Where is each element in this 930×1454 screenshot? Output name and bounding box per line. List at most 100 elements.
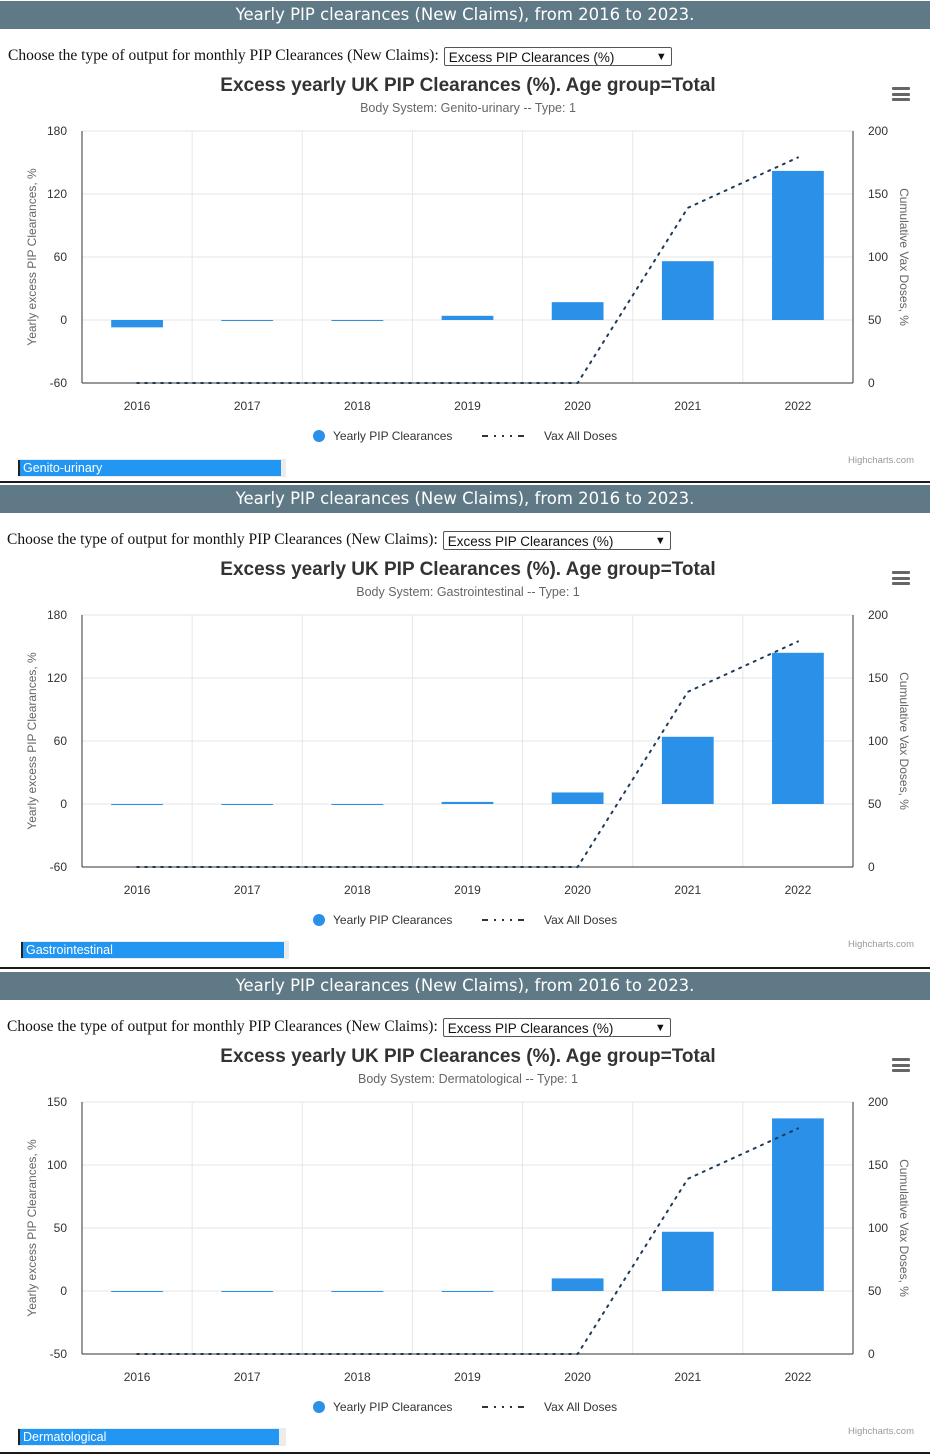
y-right-tick-label: 200 <box>868 1095 888 1109</box>
bar <box>441 315 494 320</box>
y-tick-label: 100 <box>47 1158 67 1172</box>
y-axis-title: Yearly excess PIP Clearances, % <box>25 652 39 830</box>
body-system-tag: Dermatological <box>18 1429 279 1445</box>
hamburger-menu-icon[interactable] <box>892 571 910 585</box>
bar <box>331 320 384 321</box>
x-tick-label: 2017 <box>234 1370 261 1384</box>
legend-marker-bars <box>313 430 325 442</box>
y-tick-label: 50 <box>54 1221 68 1235</box>
chart-subtitle: Body System: Genito-urinary -- Type: 1 <box>360 101 576 115</box>
chart-svg: -60 0 60 120 180 0 50 100 150 200 2016 2017 2018 2019… <box>25 124 911 443</box>
output-type-row: Choose the type of output for monthly PI… <box>7 529 671 551</box>
y-tick-label: 60 <box>54 250 68 264</box>
hamburger-menu-icon[interactable] <box>892 1058 910 1072</box>
x-tick-label: 2020 <box>564 399 591 413</box>
vax-line <box>136 156 799 384</box>
chart-subtitle: Body System: Dermatological -- Type: 1 <box>358 1072 578 1086</box>
x-tick-label: 2019 <box>454 399 481 413</box>
bar <box>772 1118 824 1291</box>
bar <box>331 1291 384 1292</box>
y-right-tick-label: 150 <box>868 187 888 201</box>
output-type-select[interactable]: Excess PIP Clearances (%) ▼ <box>443 46 672 66</box>
bar <box>772 170 824 320</box>
highcharts-credits[interactable]: Highcharts.com <box>848 939 914 950</box>
y-tick-label: -60 <box>50 376 68 390</box>
bar <box>441 1291 494 1292</box>
y-right-tick-label: 100 <box>868 250 888 264</box>
chart-panel-2: Yearly PIP clearances (New Claims), from… <box>0 485 930 965</box>
y-tick-label: 120 <box>47 671 67 685</box>
chart-panel-3: Yearly PIP clearances (New Claims), from… <box>0 972 930 1452</box>
bar <box>221 1291 274 1292</box>
output-type-select-value: Excess PIP Clearances (%) <box>447 1020 614 1036</box>
legend-label-bars: Yearly PIP Clearances <box>333 429 452 443</box>
y-right-axis-title: Cumulative Vax Doses, % <box>897 1159 911 1297</box>
x-tick-label: 2020 <box>564 1370 591 1384</box>
output-type-row: Choose the type of output for monthly PI… <box>8 45 672 67</box>
panel-divider <box>0 481 930 483</box>
bar <box>551 1278 604 1291</box>
x-tick-label: 2021 <box>674 1370 701 1384</box>
chevron-down-icon: ▼ <box>654 534 666 547</box>
bar <box>441 801 494 804</box>
x-tick-label: 2018 <box>344 1370 371 1384</box>
legend-label-bars: Yearly PIP Clearances <box>333 913 452 927</box>
y-tick-label: 180 <box>47 124 67 138</box>
legend-label-bars: Yearly PIP Clearances <box>333 1400 452 1414</box>
grid-lines <box>81 1101 854 1355</box>
chart-title: Excess yearly UK PIP Clearances (%). Age… <box>220 559 716 580</box>
x-tick-label: 2022 <box>785 1370 812 1384</box>
y-tick-label: 120 <box>47 187 67 201</box>
vax-line <box>136 1127 799 1355</box>
legend-label-vax: Vax All Doses <box>544 913 617 927</box>
x-tick-label: 2022 <box>785 883 812 897</box>
output-type-label: Choose the type of output for monthly PI… <box>8 47 439 64</box>
chart-title: Excess yearly UK PIP Clearances (%). Age… <box>220 75 716 96</box>
panel-divider <box>0 967 930 969</box>
legend-marker-bars <box>313 914 325 926</box>
output-type-row: Choose the type of output for monthly PI… <box>7 1016 671 1038</box>
y-tick-label: 60 <box>54 734 68 748</box>
panel-header: Yearly PIP clearances (New Claims), from… <box>0 972 930 1000</box>
output-type-label: Choose the type of output for monthly PI… <box>7 1018 438 1035</box>
x-tick-label: 2017 <box>234 399 261 413</box>
chart-title: Excess yearly UK PIP Clearances (%). Age… <box>220 1046 716 1067</box>
x-tick-label: 2018 <box>344 883 371 897</box>
output-type-select-value: Excess PIP Clearances (%) <box>448 49 615 65</box>
panel-divider <box>0 1452 930 1454</box>
bar <box>221 804 274 805</box>
y-right-tick-label: 0 <box>868 376 875 390</box>
x-tick-label: 2017 <box>234 883 261 897</box>
x-tick-label: 2019 <box>454 1370 481 1384</box>
y-axis-title: Yearly excess PIP Clearances, % <box>25 1139 39 1317</box>
panel-header: Yearly PIP clearances (New Claims), from… <box>0 485 930 513</box>
y-right-axis-title: Cumulative Vax Doses, % <box>897 188 911 326</box>
y-right-tick-label: 0 <box>868 860 875 874</box>
y-tick-label: -50 <box>50 1347 68 1361</box>
y-right-tick-label: 200 <box>868 608 888 622</box>
output-type-select[interactable]: Excess PIP Clearances (%) ▼ <box>442 1017 671 1037</box>
highcharts-credits[interactable]: Highcharts.com <box>848 455 914 466</box>
bar <box>772 652 824 804</box>
x-tick-label: 2018 <box>344 399 371 413</box>
y-right-tick-label: 100 <box>868 1221 888 1235</box>
y-tick-label: 180 <box>47 608 67 622</box>
hamburger-menu-icon[interactable] <box>892 87 910 101</box>
output-type-label: Choose the type of output for monthly PI… <box>7 531 438 548</box>
bar <box>551 302 604 320</box>
x-tick-label: 2021 <box>674 399 701 413</box>
panel-header: Yearly PIP clearances (New Claims), from… <box>0 1 930 29</box>
chart-svg: -50 0 50 100 150 0 50 100 150 200 2016 2017 2018 2019… <box>25 1095 911 1414</box>
x-tick-label: 2022 <box>785 399 812 413</box>
y-axis-title: Yearly excess PIP Clearances, % <box>25 168 39 346</box>
output-type-select[interactable]: Excess PIP Clearances (%) ▼ <box>442 530 671 550</box>
grid-lines <box>81 130 854 384</box>
y-right-tick-label: 150 <box>868 1158 888 1172</box>
highcharts-credits[interactable]: Highcharts.com <box>848 1426 914 1437</box>
bar <box>331 804 384 805</box>
legend-label-vax: Vax All Doses <box>544 1400 617 1414</box>
x-tick-label: 2021 <box>674 883 701 897</box>
y-right-tick-label: 100 <box>868 734 888 748</box>
y-right-tick-label: 50 <box>868 1284 882 1298</box>
output-type-select-value: Excess PIP Clearances (%) <box>447 533 614 549</box>
